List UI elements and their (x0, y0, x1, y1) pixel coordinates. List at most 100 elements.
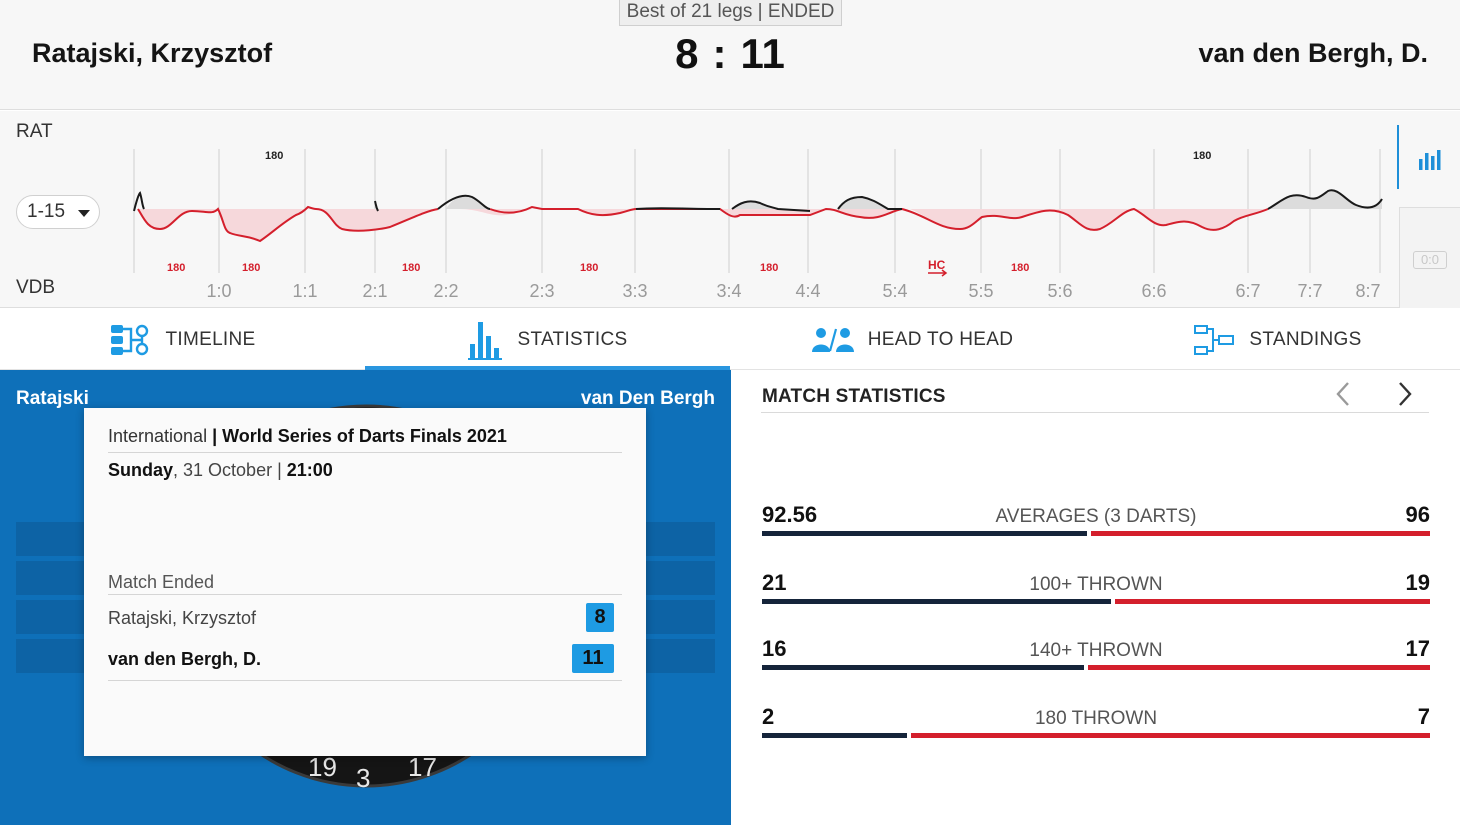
side-score-panel (1399, 207, 1460, 308)
stat-home-value: 2 (762, 704, 775, 729)
tab-standings-label: STANDINGS (1249, 328, 1362, 350)
section-tabs: TIMELINE STATISTICS HEAD TO HEAD STANDIN… (0, 309, 1460, 371)
away-180-marker: 180 (402, 262, 420, 274)
stat-label: 100+ THROWN (1029, 574, 1163, 595)
stat-away-value: 7 (1417, 704, 1430, 729)
leg-score-tick: 2:3 (529, 281, 554, 301)
away-abbr-label: VDB (16, 277, 56, 298)
bar-chart-toggle-icon[interactable] (1418, 147, 1444, 171)
stat-row-100-plus: 21 100+ THROWN 19 (762, 570, 1430, 610)
stat-away-bar (911, 733, 1430, 738)
match-info-card[interactable]: International | World Series of Darts Fi… (84, 408, 646, 756)
home-abbr-label: RAT (16, 121, 53, 142)
caret-down-icon (78, 210, 90, 217)
tab-head-to-head-label: HEAD TO HEAD (867, 328, 1014, 350)
leg-range-select[interactable]: 1-15 (16, 195, 100, 229)
away-high-checkout-marker: HC (928, 258, 946, 272)
timeline-icon (111, 324, 149, 355)
tab-standings[interactable]: STANDINGS (1095, 309, 1460, 370)
tab-statistics-label: STATISTICS (517, 328, 628, 350)
away-score: 11 (740, 30, 785, 77)
competition-line: International | World Series of Darts Fi… (108, 426, 507, 447)
card-away-player: van den Bergh, D. (108, 649, 262, 669)
dartboard-number: 19 (308, 752, 337, 782)
card-divider (108, 452, 622, 453)
dartboard-number: 3 (356, 763, 370, 792)
leg-range-value: 1-15 (27, 201, 66, 222)
stat-away-bar (1088, 665, 1430, 670)
home-momentum-line (133, 189, 1383, 212)
match-time: 21:00 (286, 460, 333, 480)
match-date: , 31 October | (173, 460, 287, 480)
home-180-marker: 180 (1193, 150, 1211, 162)
stat-home-bar (762, 733, 907, 738)
side-score-box: 0:0 (1413, 251, 1447, 269)
home-180-marker: 180 (265, 150, 283, 162)
away-180-marker: 180 (760, 262, 778, 274)
match-day: Sunday (108, 460, 174, 480)
stat-row-140-plus: 16 140+ THROWN 17 (762, 636, 1430, 676)
away-180-marker: 180 (1011, 262, 1029, 274)
tab-statistics[interactable]: STATISTICS (365, 309, 730, 371)
home-player-name[interactable]: Ratajski, Krzysztof (32, 38, 273, 68)
leg-score-tick: 1:0 (206, 281, 231, 301)
visual-away-label: van Den Bergh (580, 388, 715, 409)
away-player-name[interactable]: van den Bergh, D. (1198, 38, 1428, 68)
competition-separator: | (207, 426, 223, 446)
away-180-marker: 180 (242, 262, 260, 274)
legs-momentum-chart-area: RAT VDB 1-15 (0, 111, 1460, 308)
high-checkout-arrow-icon (928, 269, 948, 277)
leg-score-tick: 6:7 (1235, 281, 1260, 301)
chevron-left-icon[interactable] (1331, 380, 1355, 408)
head-to-head-icon (811, 327, 854, 352)
leg-score-tick: 7:7 (1297, 281, 1322, 301)
leg-score-tick: 2:1 (362, 281, 387, 301)
leg-score-tick: 3:4 (716, 281, 741, 301)
stat-away-bar (1115, 599, 1430, 604)
leg-score-tick: 3:3 (622, 281, 647, 301)
match-statistics-title: MATCH STATISTICS (762, 386, 946, 407)
card-home-player: Ratajski, Krzysztof (108, 608, 257, 628)
standings-icon (1194, 324, 1235, 355)
tab-timeline-label: TIMELINE (165, 328, 256, 350)
leg-score-tick: 5:5 (968, 281, 993, 301)
chevron-right-icon[interactable] (1393, 380, 1417, 408)
leg-score-tick: 5:4 (882, 281, 907, 301)
visual-home-label: Ratajski (16, 388, 89, 409)
away-momentum-line (137, 205, 1269, 243)
stat-home-value: 16 (762, 636, 787, 661)
stat-home-value: 92.56 (762, 502, 818, 527)
stat-away-value: 17 (1405, 636, 1430, 661)
home-score: 8 (675, 30, 699, 77)
leg-score-tick: 4:4 (795, 281, 820, 301)
tab-timeline[interactable]: TIMELINE (0, 309, 365, 370)
competition-region: International (108, 426, 208, 446)
leg-score-tick: 5:6 (1047, 281, 1072, 301)
away-180-marker: 180 (580, 262, 598, 274)
match-score: 8:11 (630, 30, 830, 78)
stat-home-value: 21 (762, 570, 787, 595)
card-divider (108, 680, 622, 681)
stat-away-bar (1091, 531, 1430, 536)
stat-away-value: 19 (1405, 570, 1430, 595)
card-divider (108, 594, 622, 595)
card-home-score-badge: 8 (586, 603, 614, 632)
leg-score-tick: 1:1 (292, 281, 317, 301)
match-statistics-panel: MATCH STATISTICS 92.56 AVERAGES (3 DARTS… (731, 370, 1460, 825)
legs-momentum-chart[interactable]: 180 180 180 180 180 180 180 HC 180 1:0 1… (120, 111, 1390, 308)
competition-name[interactable]: World Series of Darts Finals 2021 (222, 426, 507, 446)
chart-divider (1397, 125, 1399, 189)
score-separator: : (712, 30, 727, 77)
stat-label: AVERAGES (3 DARTS) (995, 506, 1197, 527)
stat-home-bar (762, 531, 1087, 536)
tab-head-to-head[interactable]: HEAD TO HEAD (730, 309, 1095, 370)
leg-score-tick: 2:2 (433, 281, 458, 301)
match-status: Match Ended (108, 572, 215, 592)
match-header: Best of 21 legs | ENDED Ratajski, Krzysz… (0, 0, 1460, 110)
stat-away-value: 96 (1405, 502, 1430, 527)
match-format-badge: Best of 21 legs | ENDED (619, 0, 842, 26)
home-momentum-area (446, 190, 1382, 209)
stat-label: 140+ THROWN (1029, 640, 1163, 661)
stat-label: 180 THROWN (1034, 708, 1158, 729)
stat-home-bar (762, 599, 1111, 604)
